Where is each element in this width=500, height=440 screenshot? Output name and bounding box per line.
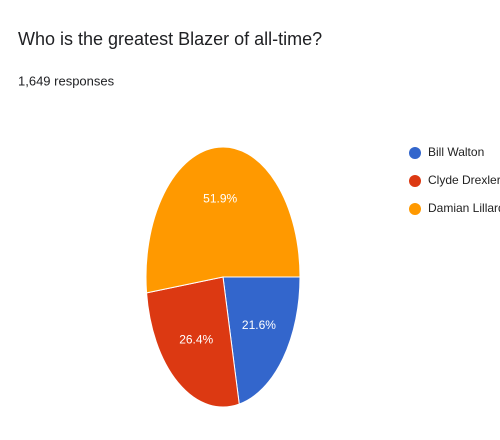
pie-slice (145, 146, 301, 294)
slice-label: 51.9% (203, 191, 237, 205)
legend-swatch (409, 203, 421, 215)
legend-label: Clyde Drexler (428, 173, 500, 187)
chart-title: Who is the greatest Blazer of all-time? (18, 29, 322, 49)
pie-slice (146, 276, 240, 408)
legend-swatch (409, 175, 421, 187)
pie-slice (222, 276, 301, 405)
slice-label: 26.4% (179, 333, 213, 347)
chart-subtitle: 1,649 responses (18, 73, 115, 88)
legend-label: Damian Lillard (428, 201, 500, 215)
legend-label: Bill Walton (428, 145, 484, 159)
slice-label: 21.6% (242, 318, 276, 332)
legend-swatch (409, 147, 421, 159)
